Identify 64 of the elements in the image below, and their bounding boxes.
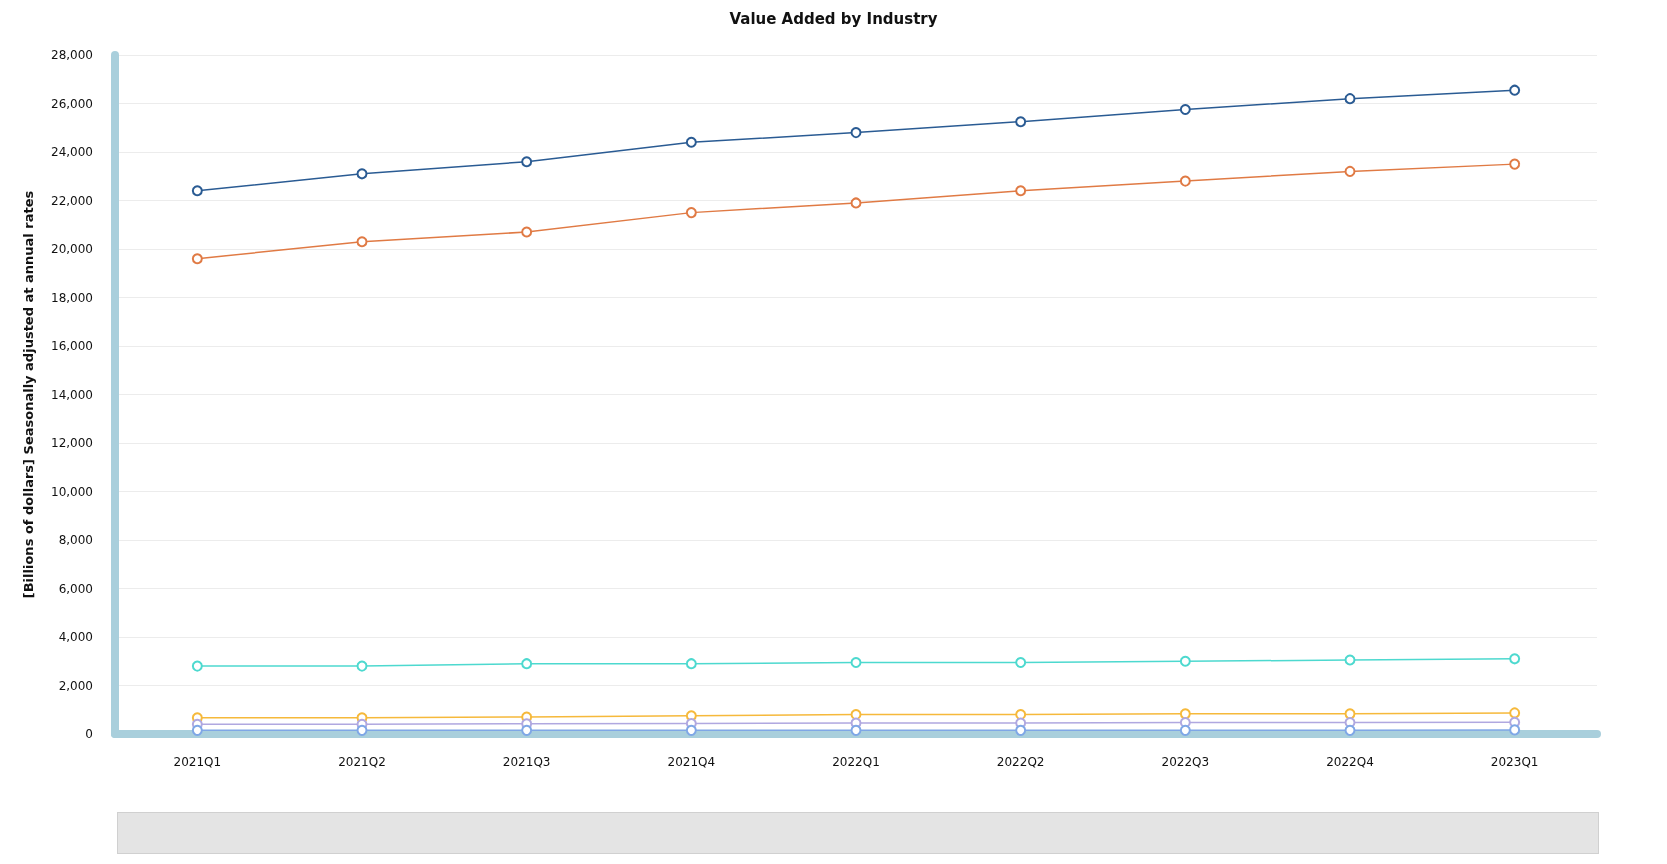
y-tick-label: 24,000: [51, 145, 93, 159]
x-tick-label: 2021Q2: [338, 755, 386, 769]
point: [685, 658, 697, 670]
point: [191, 724, 203, 736]
y-tick-label: 20,000: [51, 242, 93, 256]
point: [850, 656, 862, 668]
point: [191, 660, 203, 672]
x-tick-label: 2021Q3: [502, 755, 551, 769]
x-tick-label: 2022Q1: [832, 755, 880, 769]
y-tick-label: 0: [85, 727, 93, 741]
point: [1509, 158, 1521, 170]
point: [356, 724, 368, 736]
point: [685, 207, 697, 219]
point: [1509, 707, 1521, 719]
point: [1179, 708, 1191, 720]
point: [1179, 175, 1191, 187]
point: [850, 724, 862, 736]
point: [1015, 185, 1027, 197]
y-tick-label: 2,000: [58, 678, 93, 693]
y-tick-label: 14,000: [51, 387, 93, 402]
point: [1015, 724, 1027, 736]
point: [356, 168, 368, 180]
y-axis-title: [Billions of dollars] Seasonally adjusted at annual rates: [21, 190, 36, 599]
y-tick-label: 10,000: [51, 484, 93, 499]
point: [356, 660, 368, 672]
point: [521, 226, 533, 238]
point: [685, 136, 697, 148]
point: [1179, 104, 1191, 116]
point: [1509, 724, 1521, 736]
y-tick-label: 28,000: [51, 48, 93, 62]
x-tick-label: 2021Q4: [667, 755, 716, 769]
point: [1179, 655, 1191, 667]
y-tick-label: 6,000: [58, 581, 93, 596]
y-tick-label: 12,000: [51, 436, 93, 450]
point: [521, 156, 533, 168]
x-tick-label: 2021Q1: [173, 755, 222, 769]
chart-title: Value Added by Industry: [729, 9, 938, 28]
y-tick-label: 18,000: [51, 290, 93, 305]
y-tick-label: 22,000: [51, 193, 93, 208]
point: [1179, 724, 1191, 736]
point: [191, 185, 203, 197]
x-tick-label: 2022Q4: [1326, 755, 1374, 769]
point: [1344, 93, 1356, 105]
point: [1344, 165, 1356, 177]
point: [521, 724, 533, 736]
point: [1015, 116, 1027, 128]
point: [1509, 653, 1521, 665]
point: [191, 253, 203, 265]
point: [521, 658, 533, 670]
point: [356, 236, 368, 248]
x-tick-label: 2023Q1: [1490, 755, 1539, 769]
y-tick-label: 26,000: [51, 96, 93, 111]
y-tick-label: 8,000: [58, 533, 93, 547]
point: [685, 724, 697, 736]
point: [1344, 724, 1356, 736]
y-tick-label: 4,000: [58, 630, 93, 644]
point: [850, 127, 862, 139]
point: [1344, 654, 1356, 666]
x-tick-label: 2022Q3: [1161, 755, 1210, 769]
point: [1015, 656, 1027, 668]
y-tick-label: 16,000: [51, 339, 93, 353]
x-tick-label: 2022Q2: [996, 755, 1045, 769]
point: [850, 197, 862, 209]
point: [1509, 84, 1521, 96]
